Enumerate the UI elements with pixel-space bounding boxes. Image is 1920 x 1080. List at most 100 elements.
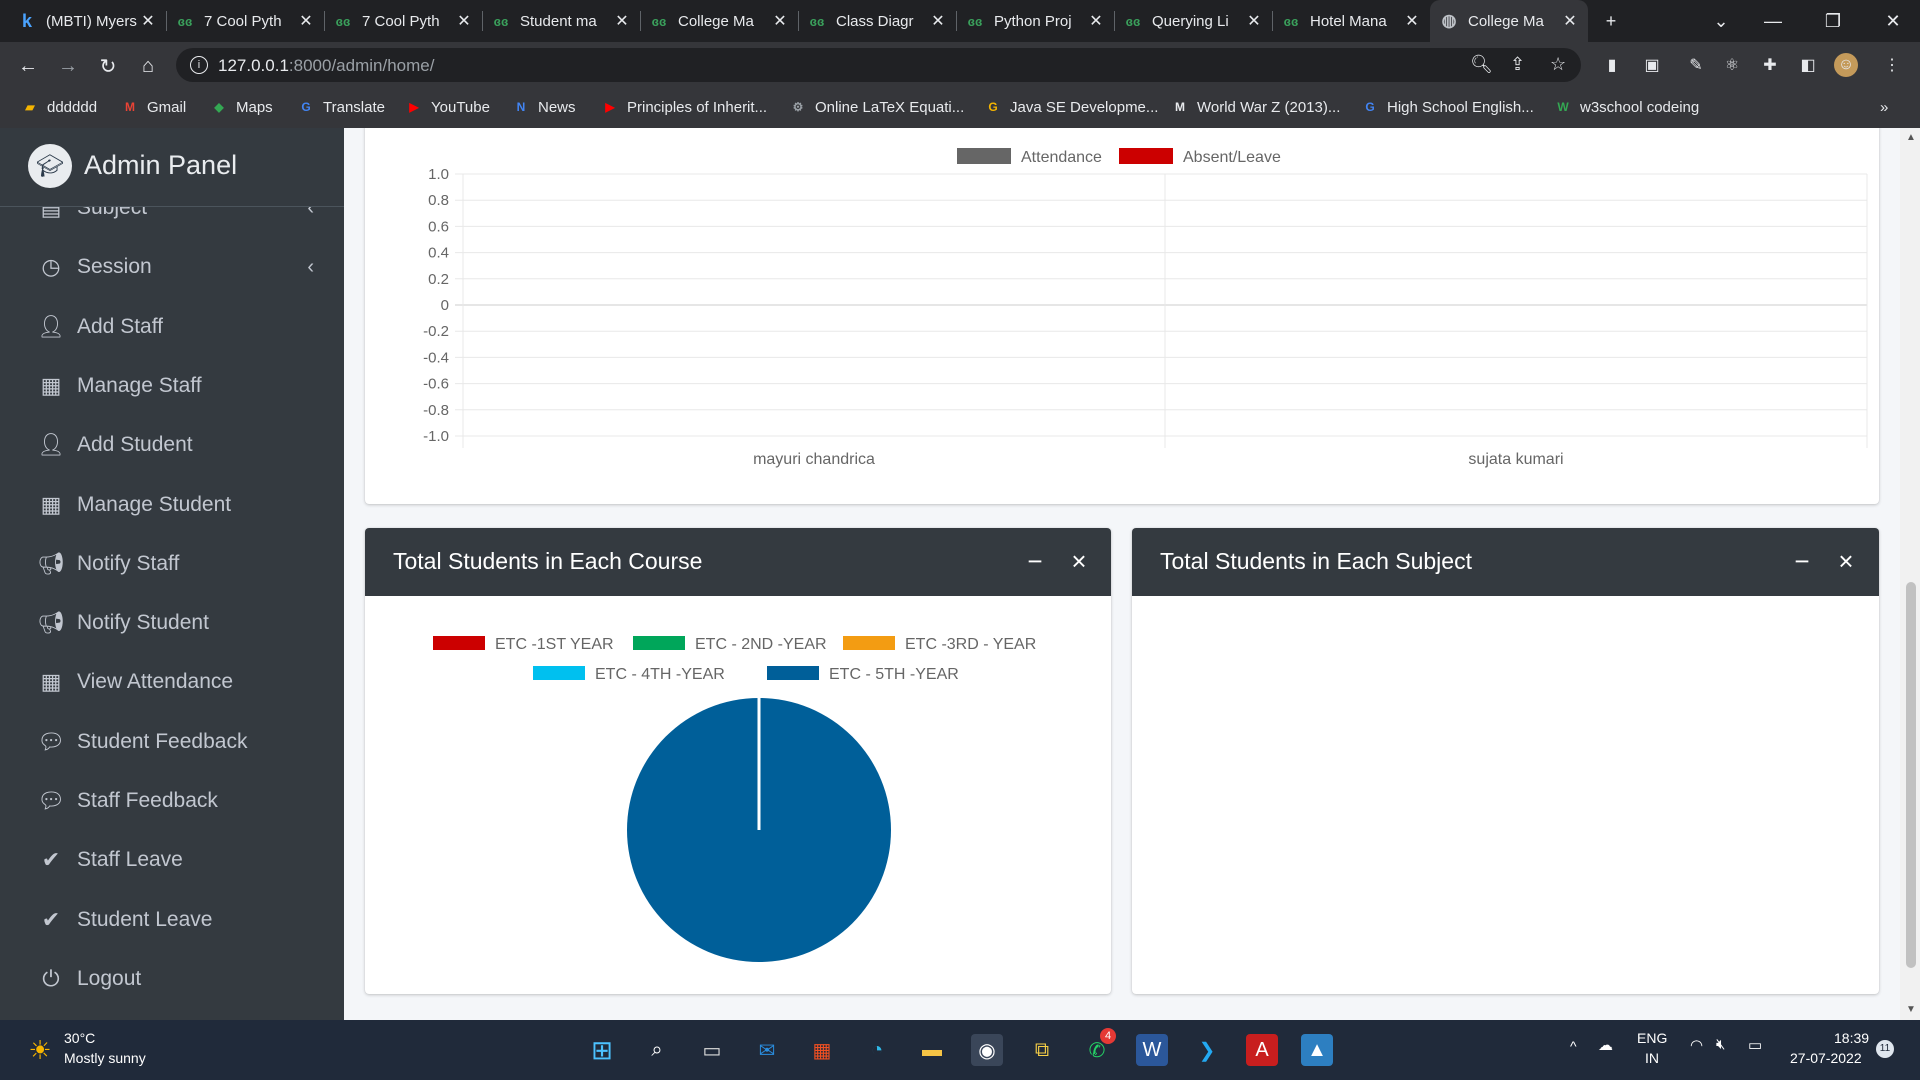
- address-bar[interactable]: i 127.0.0.1:8000/admin/home/ 🔍︎ ⇪ ☆: [176, 48, 1581, 82]
- clock-time[interactable]: 18:39: [1834, 1030, 1870, 1046]
- chrome-icon[interactable]: ◉: [971, 1034, 1003, 1066]
- close-tab-icon[interactable]: ✕: [299, 13, 313, 30]
- store-icon[interactable]: ▦: [812, 1039, 832, 1062]
- browser-tab[interactable]: ɞɞ Python Proj ✕: [956, 0, 1114, 42]
- vscode-icon[interactable]: ❯: [1198, 1039, 1216, 1062]
- browser-tab[interactable]: k (MBTI) Myers ✕: [8, 0, 166, 42]
- bookmark-item[interactable]: ▶ Principles of Inherit...: [602, 96, 767, 118]
- edge-icon[interactable]: ◔: [870, 1038, 884, 1061]
- minimize-button[interactable]: —: [1764, 10, 1782, 31]
- bookmark-item[interactable]: ▰ dddddd: [22, 96, 97, 118]
- close-card-button[interactable]: ×: [1071, 546, 1087, 576]
- extension-icon[interactable]: ▣: [1644, 57, 1660, 74]
- close-tab-icon[interactable]: ✕: [931, 13, 945, 30]
- volume-muted-icon[interactable]: 🔇︎: [1716, 1036, 1726, 1053]
- sidebar-item-session[interactable]: ◷ Session ‹: [0, 242, 344, 292]
- forward-button[interactable]: →: [58, 54, 78, 77]
- sidebar-item-notify-student[interactable]: 📢︎ Notify Student: [0, 598, 344, 648]
- photos-icon[interactable]: ▲: [1301, 1034, 1333, 1066]
- zoom-icon[interactable]: 🔍︎: [1470, 54, 1493, 74]
- sidebar-item-manage-student[interactable]: ▦ Manage Student: [0, 480, 344, 530]
- search-icon[interactable]: ⌕: [651, 1038, 663, 1061]
- close-tab-icon[interactable]: ✕: [615, 13, 629, 30]
- word-icon[interactable]: W: [1136, 1034, 1168, 1066]
- browser-tab[interactable]: ɞɞ Student ma ✕: [482, 0, 640, 42]
- close-tab-icon[interactable]: ✕: [141, 13, 155, 30]
- close-tab-icon[interactable]: ✕: [1247, 13, 1261, 30]
- extension-icon[interactable]: ▮: [1607, 57, 1617, 74]
- more-bookmarks-chevron-icon[interactable]: »: [1880, 98, 1889, 116]
- back-button[interactable]: ←: [18, 54, 38, 77]
- close-card-button[interactable]: ×: [1838, 546, 1854, 576]
- python-icon[interactable]: ⧉: [1034, 1038, 1050, 1061]
- browser-tab[interactable]: ɞɞ Class Diagr ✕: [798, 0, 956, 42]
- mail-icon[interactable]: ✉: [758, 1039, 776, 1062]
- notification-count[interactable]: 11: [1876, 1040, 1894, 1058]
- sidebar-item-add-student[interactable]: 👤︎ Add Student: [0, 420, 344, 470]
- bookmark-item[interactable]: N News: [513, 96, 576, 118]
- collapse-button[interactable]: −: [1794, 546, 1810, 576]
- whatsapp-icon[interactable]: ✆: [1088, 1039, 1106, 1062]
- scroll-down-icon[interactable]: ▼: [1906, 1004, 1916, 1015]
- bookmark-item[interactable]: M Gmail: [122, 96, 186, 118]
- bookmark-item[interactable]: ⚙ Online LaTeX Equati...: [790, 96, 965, 118]
- weather-sun-icon[interactable]: ☀: [28, 1034, 52, 1065]
- bookmark-item[interactable]: M World War Z (2013)...: [1172, 96, 1340, 118]
- acrobat-icon[interactable]: A: [1246, 1034, 1278, 1066]
- sidebar-item-staff-leave[interactable]: ✔ Staff Leave: [0, 835, 344, 885]
- browser-tab[interactable]: ɞɞ Hotel Mana ✕: [1272, 0, 1430, 42]
- tab-search-icon[interactable]: ⌄: [1713, 10, 1729, 31]
- sidebar-item-student-leave[interactable]: ✔ Student Leave: [0, 895, 344, 945]
- battery-icon[interactable]: ▭: [1748, 1037, 1763, 1054]
- home-button[interactable]: ⌂: [141, 54, 155, 77]
- bookmark-item[interactable]: ◆ Maps: [211, 96, 272, 118]
- sidebar-item-student-feedback[interactable]: 💬︎ Student Feedback: [0, 717, 344, 767]
- puzzle-icon[interactable]: ✚: [1763, 57, 1777, 74]
- network-warning-icon[interactable]: ☁: [1598, 1037, 1613, 1054]
- sidebar-item-manage-staff[interactable]: ▦ Manage Staff: [0, 361, 344, 411]
- share-icon[interactable]: ⇪: [1510, 54, 1526, 74]
- close-tab-icon[interactable]: ✕: [773, 13, 787, 30]
- close-tab-icon[interactable]: ✕: [1405, 13, 1419, 30]
- browser-tab[interactable]: ɞɞ 7 Cool Pyth ✕: [324, 0, 482, 42]
- extension-icon[interactable]: ✎: [1689, 57, 1703, 74]
- browser-tab[interactable]: ɞɞ College Ma ✕: [640, 0, 798, 42]
- wifi-icon[interactable]: ◠: [1690, 1037, 1704, 1054]
- task-view-icon[interactable]: ▭: [702, 1039, 722, 1062]
- react-devtools-icon[interactable]: ⚛: [1724, 57, 1740, 74]
- bookmark-item[interactable]: G High School English...: [1362, 96, 1533, 118]
- sidebar-item-notify-staff[interactable]: 📢︎ Notify Staff: [0, 539, 344, 589]
- side-panel-icon[interactable]: ◧: [1800, 57, 1816, 74]
- sidebar-item-staff-feedback[interactable]: 💬︎ Staff Feedback: [0, 776, 344, 826]
- browser-tab[interactable]: ɞɞ 7 Cool Pyth ✕: [166, 0, 324, 42]
- browser-tab[interactable]: ◍ College Ma ✕: [1430, 0, 1588, 42]
- menu-kebab-icon[interactable]: ⋮: [1884, 57, 1900, 74]
- sidebar-item-view-attendance[interactable]: ▦ View Attendance: [0, 657, 344, 707]
- clock-date[interactable]: 27-07-2022: [1790, 1050, 1862, 1066]
- show-hidden-icons-chevron-icon[interactable]: ^: [1570, 1038, 1577, 1054]
- collapse-button[interactable]: −: [1027, 546, 1043, 576]
- bookmark-item[interactable]: G Java SE Developme...: [985, 96, 1158, 118]
- language-code[interactable]: ENG: [1637, 1030, 1668, 1046]
- bookmark-item[interactable]: G Translate: [298, 96, 385, 118]
- close-tab-icon[interactable]: ✕: [1563, 13, 1577, 30]
- new-tab-button[interactable]: +: [1605, 10, 1617, 31]
- file-explorer-icon[interactable]: ▬: [922, 1038, 942, 1061]
- reload-button[interactable]: ↻: [99, 55, 117, 78]
- profile-avatar[interactable]: ☺: [1834, 53, 1858, 77]
- scroll-up-icon[interactable]: ▲: [1906, 132, 1916, 143]
- sidebar-item-logout[interactable]: ⏻ Logout: [0, 954, 344, 1004]
- site-info-icon[interactable]: i: [190, 56, 208, 74]
- close-window-button[interactable]: ✕: [1885, 10, 1901, 31]
- scrollbar-thumb[interactable]: [1906, 582, 1916, 968]
- close-tab-icon[interactable]: ✕: [457, 13, 471, 30]
- sidebar-item-add-staff[interactable]: 👤︎ Add Staff: [0, 302, 344, 352]
- browser-tab[interactable]: ɞɞ Querying Li ✕: [1114, 0, 1272, 42]
- restore-button[interactable]: ❐: [1824, 10, 1842, 31]
- windows-start-icon[interactable]: ⊞: [591, 1034, 613, 1065]
- bookmark-star-icon[interactable]: ☆: [1550, 54, 1567, 74]
- brand-link[interactable]: 🎓︎ Admin Panel: [0, 128, 344, 207]
- bookmark-item[interactable]: ▶ YouTube: [406, 96, 490, 118]
- close-tab-icon[interactable]: ✕: [1089, 13, 1103, 30]
